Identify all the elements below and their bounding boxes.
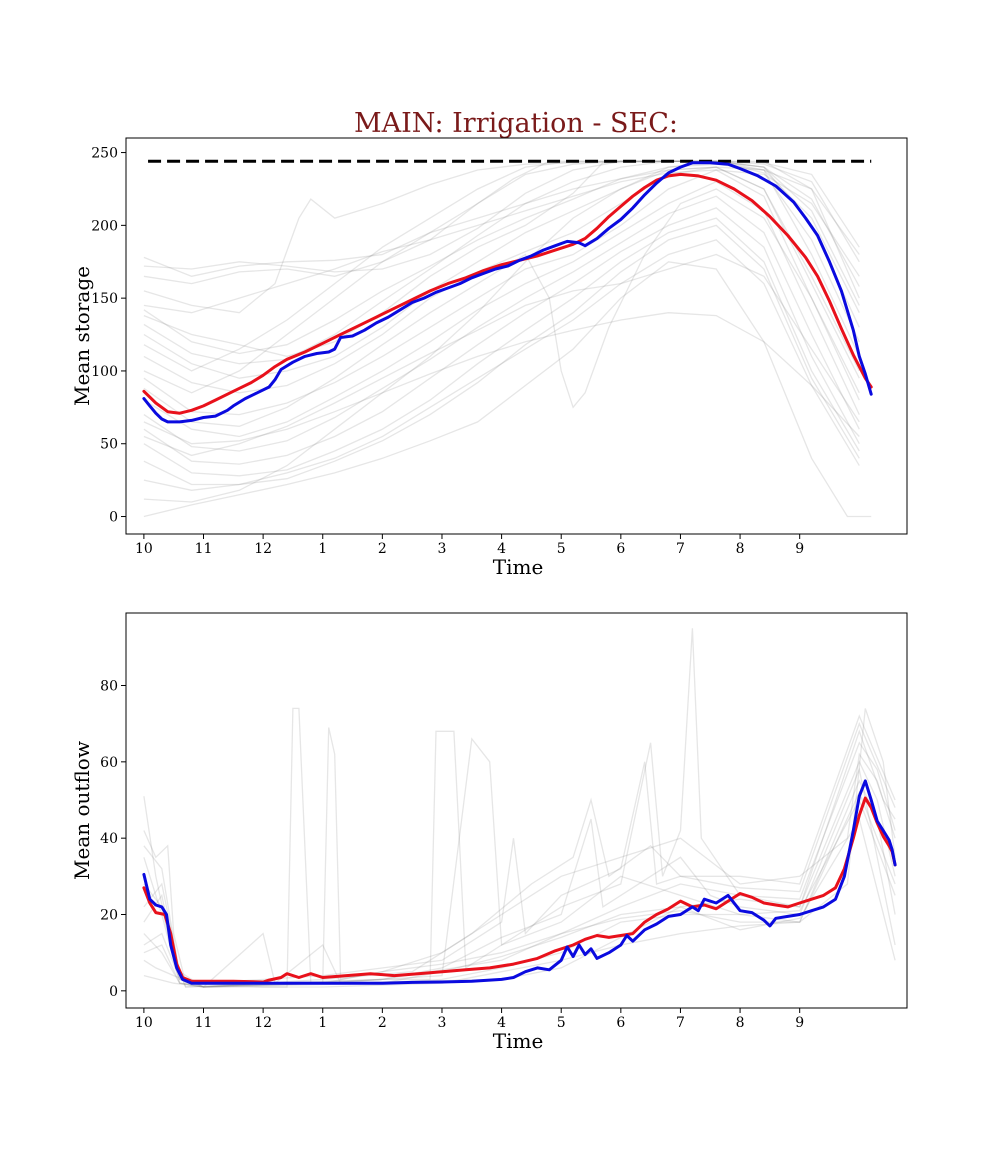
y-tick-label: 60 (100, 755, 118, 771)
axes-frame (125, 612, 908, 1009)
ensemble-trace-line (143, 166, 860, 503)
y-tick-label: 100 (91, 364, 118, 380)
x-tick-label: 7 (676, 1015, 685, 1031)
x-tick-label: 10 (135, 1015, 153, 1031)
y-tick-label: 150 (91, 291, 118, 307)
y-tick-label: 40 (100, 831, 118, 847)
y-tick-label: 200 (91, 218, 118, 234)
plot-area (142, 159, 873, 518)
ensemble-trace-line (143, 261, 872, 518)
blue-series-line (142, 161, 873, 424)
x-tick-label: 9 (795, 541, 804, 557)
ensemble-trace-line (143, 160, 860, 358)
x-tick-label: 2 (378, 541, 387, 557)
ensemble-trace-line (143, 707, 896, 988)
x-axis-label: Time (493, 1029, 544, 1053)
x-tick-label: 1 (318, 541, 327, 557)
ensemble-trace-line (143, 207, 860, 465)
ensemble-trace-line (143, 741, 896, 988)
y-tick-label: 250 (91, 146, 118, 162)
x-tick-label: 1 (318, 1015, 327, 1031)
y-tick-label: 0 (109, 510, 118, 526)
x-tick-label: 11 (195, 541, 213, 557)
ensemble-trace-line (143, 721, 896, 984)
x-tick-label: 4 (497, 1015, 506, 1031)
x-tick-label: 2 (378, 1015, 387, 1031)
x-tick-label: 8 (736, 541, 745, 557)
y-axis-label: Mean outflow (70, 741, 94, 880)
ensemble-trace-line (143, 790, 896, 988)
x-tick-label: 6 (616, 1015, 625, 1031)
ensemble-trace-line (143, 239, 860, 491)
x-tick-label: 11 (195, 1015, 213, 1031)
y-tick-label: 50 (100, 437, 118, 453)
ensemble-trace-line (143, 312, 860, 445)
x-axis-label: Time (493, 555, 544, 579)
y-tick-label: 20 (100, 907, 118, 923)
x-tick-label: 12 (254, 541, 272, 557)
chart-title: MAIN: Irrigation - SEC: (354, 108, 678, 139)
ensemble-trace-line (143, 169, 860, 416)
y-tick-label: 0 (109, 984, 118, 1000)
x-tick-label: 6 (616, 541, 625, 557)
plot-area (142, 628, 897, 988)
x-tick-label: 3 (438, 541, 447, 557)
ensemble-trace-line (143, 708, 896, 988)
ensemble-trace-line (143, 160, 860, 372)
x-tick-label: 9 (795, 1015, 804, 1031)
x-tick-label: 5 (557, 1015, 566, 1031)
x-tick-label: 8 (736, 1015, 745, 1031)
blue-series-line (142, 779, 897, 985)
ensemble-trace-line (143, 817, 896, 988)
ensemble-trace-line (143, 224, 860, 486)
x-tick-label: 12 (254, 1015, 272, 1031)
x-tick-label: 4 (497, 541, 506, 557)
y-tick-label: 80 (100, 679, 118, 695)
ensemble-trace-line (143, 253, 860, 457)
ensemble-trace-line (143, 217, 860, 477)
ensemble-trace-line (143, 628, 896, 988)
x-tick-label: 3 (438, 1015, 447, 1031)
ensemble-trace-line (143, 195, 860, 452)
ensemble-trace-line (143, 160, 860, 365)
ensemble-trace-line (143, 760, 896, 988)
axes-frame (125, 137, 908, 535)
ensemble-trace-line (143, 188, 860, 427)
ensemble-trace-line (143, 169, 860, 314)
ensemble-trace-line (143, 180, 860, 438)
y-axis-label: Mean storage (70, 266, 94, 406)
x-tick-label: 7 (676, 541, 685, 557)
x-tick-label: 5 (557, 541, 566, 557)
ensemble-trace-line (143, 160, 860, 394)
x-tick-label: 10 (135, 541, 153, 557)
